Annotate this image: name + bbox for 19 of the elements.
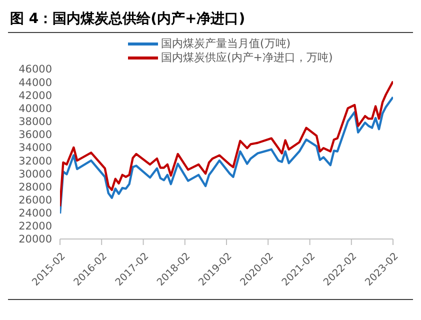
y-tick-label: 46000 bbox=[18, 64, 52, 76]
y-tick-label: 40000 bbox=[18, 102, 52, 115]
y-tick-label: 26000 bbox=[18, 194, 52, 206]
y-tick-label: 20000 bbox=[18, 234, 52, 246]
y-tick-label: 28000 bbox=[18, 181, 52, 194]
y-tick-label: 38000 bbox=[18, 116, 52, 128]
y-tick-label: 22000 bbox=[18, 220, 52, 233]
y-tick-label: 36000 bbox=[18, 129, 52, 142]
y-tick-label: 34000 bbox=[18, 142, 52, 154]
y-tick-label: 44000 bbox=[18, 76, 52, 89]
legend-label: 国内煤炭产量当月值(万吨) bbox=[161, 37, 291, 51]
y-tick-label: 24000 bbox=[18, 208, 52, 220]
y-tick-label: 42000 bbox=[18, 90, 52, 102]
y-tick-label: 30000 bbox=[18, 168, 52, 180]
legend-label: 国内煤炭供应(内产+净进口，万吨) bbox=[161, 51, 333, 65]
chart-title: 图 4：国内煤炭总供给(内产+净进口) bbox=[8, 8, 413, 33]
line-series bbox=[60, 96, 393, 215]
y-tick-label: 32000 bbox=[18, 155, 52, 168]
line-series bbox=[60, 80, 393, 208]
